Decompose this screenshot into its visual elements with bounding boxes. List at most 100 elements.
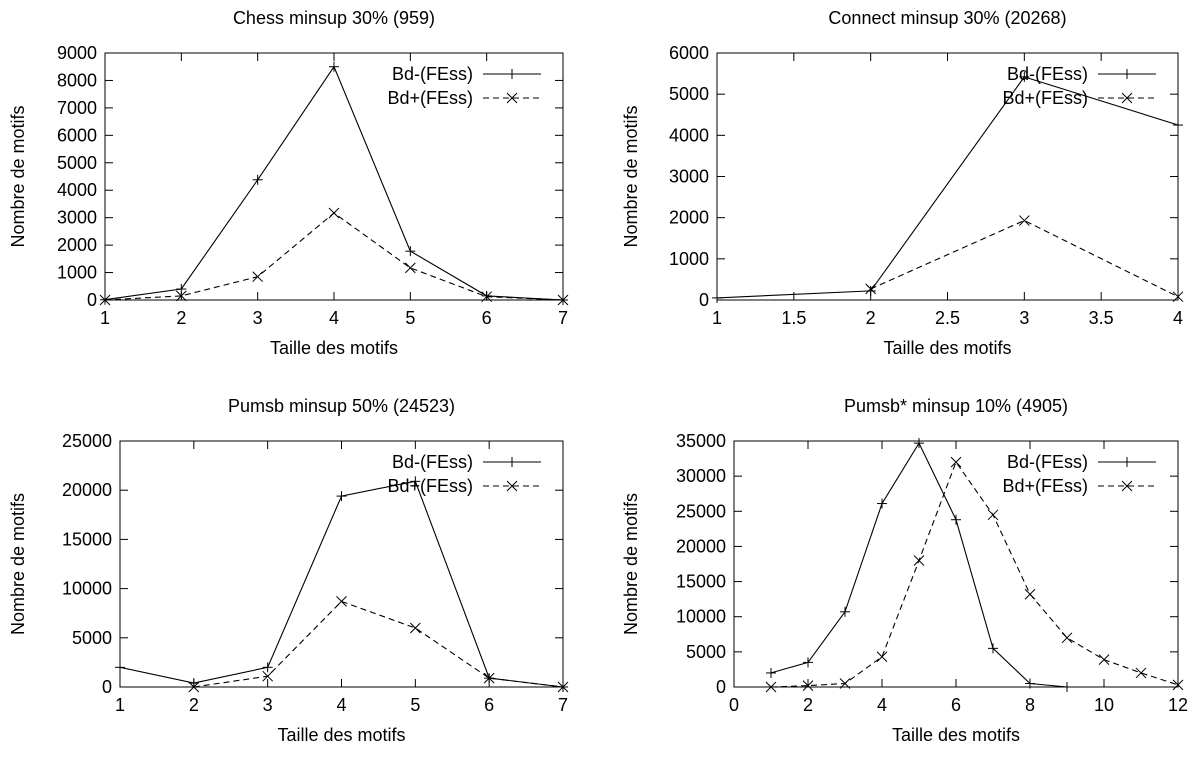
data-point <box>176 284 187 295</box>
plot-frame <box>104 52 564 301</box>
y-tick-label: 10000 <box>676 607 726 627</box>
data-point <box>712 292 722 303</box>
x-axis: 1 2 3 4 5 6 7 <box>100 53 568 328</box>
legend-label: Bd-(FEss) <box>392 64 473 84</box>
data-point <box>765 681 777 693</box>
y-tick-label: 35000 <box>676 431 726 451</box>
legend-label: Bd+(FEss) <box>387 476 473 496</box>
x-tick-label: 12 <box>1168 695 1188 715</box>
chart-1: Chess minsup 30% (959) 1 2 3 4 5 6 7 Taille des … <box>8 8 569 358</box>
y-tick-label: 10000 <box>62 579 112 599</box>
y-tick-label: 0 <box>87 290 97 310</box>
data-point <box>1061 632 1073 644</box>
y-axis-label: Nombre de motifs <box>8 105 28 247</box>
x-tick-label: 4 <box>877 695 887 715</box>
x-tick-label: 2.5 <box>935 308 960 328</box>
data-point <box>1062 682 1072 692</box>
data-point <box>865 283 877 295</box>
y-axis: 0 5000 10000 15000 20000 25000 30000 35000 <box>676 431 1178 697</box>
y-tick-label: 0 <box>716 677 726 697</box>
y-axis: 0 1000 2000 3000 4000 5000 6000 7000 8000 9000 <box>57 43 563 310</box>
x-tick-label: 7 <box>558 695 568 715</box>
series-2 <box>188 596 569 693</box>
plot-frame <box>119 440 564 688</box>
y-tick-label: 4000 <box>57 180 97 200</box>
data-point <box>877 498 887 509</box>
y-axis: 0 5000 10000 15000 20000 25000 <box>62 431 563 697</box>
y-axis-label: Nombre de motifs <box>8 493 28 635</box>
x-tick-label: 3 <box>1019 308 1029 328</box>
y-tick-label: 2000 <box>57 235 97 255</box>
y-tick-label: 25000 <box>676 501 726 521</box>
series-line <box>119 480 564 688</box>
data-point <box>329 61 339 72</box>
data-point <box>336 596 347 607</box>
series-2 <box>99 207 569 306</box>
y-tick-label: 9000 <box>57 43 97 63</box>
y-tick-label: 0 <box>102 677 112 697</box>
data-point <box>99 294 111 306</box>
plot-frame <box>733 440 1179 688</box>
legend-marker <box>1122 457 1132 467</box>
legend-marker <box>506 92 518 104</box>
x-axis-label: Taille des motifs <box>270 338 398 358</box>
legend-marker <box>506 480 518 492</box>
x-tick-label: 3 <box>263 695 273 715</box>
legend: Bd-(FEss) Bd+(FEss) <box>1002 452 1156 496</box>
x-tick-label: 0 <box>729 695 739 715</box>
series-line <box>104 65 564 301</box>
chart-title: Chess minsup 30% (959) <box>233 8 435 28</box>
data-point <box>1025 678 1035 689</box>
data-point <box>802 680 814 691</box>
y-tick-label: 6000 <box>669 43 709 63</box>
y-tick-label: 25000 <box>62 431 112 451</box>
x-tick-label: 8 <box>1025 695 1035 715</box>
y-tick-label: 5000 <box>669 84 709 104</box>
y-tick-label: 4000 <box>669 125 709 145</box>
data-point <box>950 456 962 468</box>
data-point <box>481 290 492 301</box>
data-point <box>766 667 776 678</box>
data-point <box>557 681 569 693</box>
y-axis-label: Nombre de motifs <box>621 493 641 635</box>
x-axis: 0 2 4 6 8 10 12 <box>729 441 1188 715</box>
data-point <box>988 643 998 654</box>
series-1 <box>100 61 568 305</box>
x-tick-label: 1 <box>115 695 125 715</box>
data-point <box>914 438 924 449</box>
chart-2: Connect minsup 30% (20268) 1 1.5 2 2.5 3 3.5 4 T… <box>621 8 1184 358</box>
legend-marker <box>1121 480 1133 492</box>
legend-label: Bd-(FEss) <box>1007 452 1088 472</box>
y-tick-label: 7000 <box>57 98 97 118</box>
x-tick-label: 5 <box>410 695 420 715</box>
chart-4: Pumsb* minsup 10% (4905) 0 2 4 6 8 10 12 Taille … <box>621 396 1188 745</box>
data-point <box>262 662 273 673</box>
data-point <box>876 651 888 663</box>
series-line <box>716 76 1179 299</box>
data-point <box>336 491 347 502</box>
series-1 <box>115 476 568 692</box>
data-point <box>483 672 495 684</box>
chart-title: Connect minsup 30% (20268) <box>828 8 1066 28</box>
data-point <box>1019 71 1030 82</box>
data-point <box>840 606 850 617</box>
chart-title: Pumsb minsup 50% (24523) <box>228 396 455 416</box>
data-point <box>404 262 416 274</box>
series-line <box>870 219 1179 298</box>
legend: Bd-(FEss) Bd+(FEss) <box>1002 64 1156 108</box>
x-tick-label: 1 <box>100 308 110 328</box>
data-point <box>1172 291 1184 303</box>
y-tick-label: 15000 <box>62 529 112 549</box>
x-axis-label: Taille des motifs <box>883 338 1011 358</box>
y-tick-label: 5000 <box>57 153 97 173</box>
chart-title: Pumsb* minsup 10% (4905) <box>844 396 1068 416</box>
y-tick-label: 3000 <box>669 167 709 187</box>
series-line <box>104 212 564 301</box>
data-point <box>409 622 421 634</box>
data-point <box>839 678 851 689</box>
data-point <box>951 514 961 525</box>
legend-marker <box>1122 69 1132 79</box>
series-line <box>770 460 1179 688</box>
legend-label: Bd-(FEss) <box>392 452 473 472</box>
